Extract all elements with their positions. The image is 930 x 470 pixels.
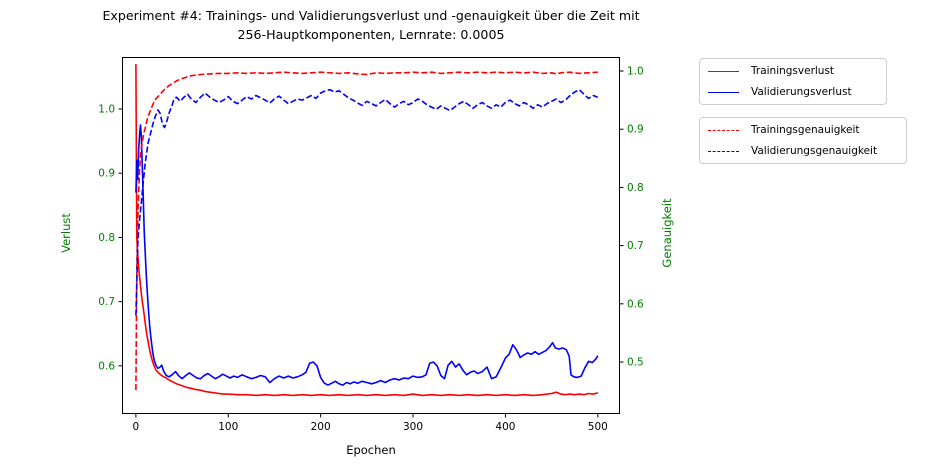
x-tick-label: 200 [311,421,331,433]
x-axis-label: Epochen [346,443,396,457]
legend-accuracy: Trainingsgenauigkeit Validierungsgenauig… [699,117,907,164]
legend-loss: Trainingsverlust Validierungsverlust [699,58,887,105]
y-right-tick-label: 0.5 [627,357,644,369]
y-right-tick-label: 0.7 [627,240,644,252]
y-right-tick-label: 0.8 [627,182,644,194]
y-left-tick-label: 0.8 [98,232,115,244]
series-trainingsgenauigkeit [135,71,598,391]
plot-area: 0 100 200 300 400 500 0.6 0.7 0.8 0.9 1.0 0.5 0.6 0.7… [98,57,644,433]
x-tick-label: 100 [218,421,238,433]
y-axis-label-left: Verlust [59,213,73,253]
legend-label: Trainingsverlust [751,65,835,77]
x-tick-label: 400 [495,421,515,433]
x-tick-label: 0 [133,421,140,433]
red-dashed-line-sample [708,129,739,131]
legend-label: Validierungsverlust [751,86,852,98]
legend-label: Trainingsgenauigkeit [751,124,860,136]
red-solid-line-sample [708,70,739,72]
y-right-tick-label: 1.0 [627,66,644,78]
y-left-tick-label: 0.9 [98,168,115,180]
y-left-tick-label: 1.0 [98,104,115,116]
blue-solid-line-sample [708,91,739,93]
series-validierungsgenauigkeit [135,88,599,316]
series-trainingsverlust [135,64,599,397]
legend-item-trainingsverlust: Trainingsverlust [708,64,886,78]
y-left-tick-label: 0.6 [98,360,115,372]
blue-dashed-line-sample [708,150,739,152]
y-left-tick-label: 0.7 [98,296,115,308]
axes-border [122,57,620,414]
x-tick-label: 300 [403,421,423,433]
x-tick-label: 500 [588,421,608,433]
legend-item-trainingsgenauigkeit: Trainingsgenauigkeit [708,123,906,137]
y-axis-label-right: Genauigkeit [660,198,674,268]
y-right-tick-label: 0.6 [627,298,644,310]
legend-item-validierungsgenauigkeit: Validierungsgenauigkeit [708,144,906,158]
series-validierungsverlust [135,124,599,386]
legend-item-validierungsverlust: Validierungsverlust [708,85,886,99]
legend-label: Validierungsgenauigkeit [751,145,878,157]
y-right-tick-label: 0.9 [627,124,644,136]
chart-title: Experiment #4: Trainings- und Validierun… [102,8,640,42]
